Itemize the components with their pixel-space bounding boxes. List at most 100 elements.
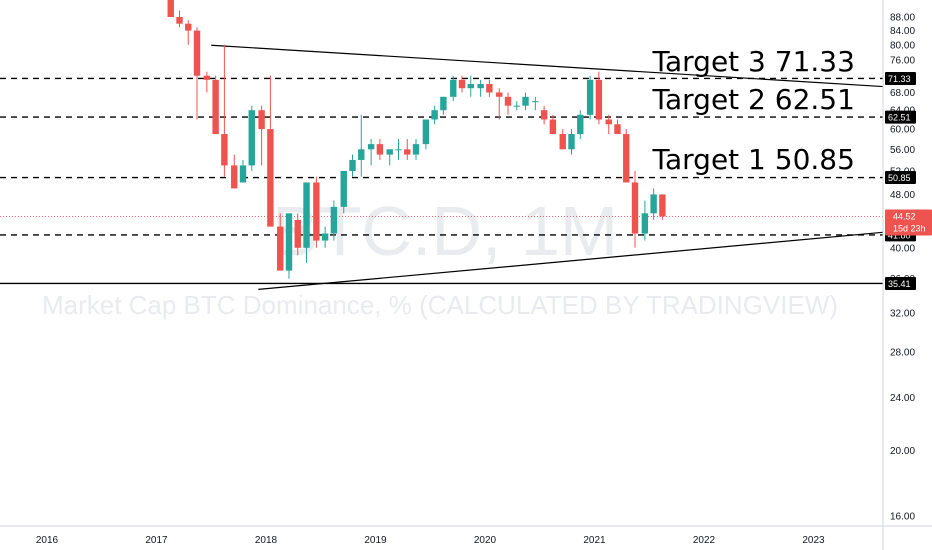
candle-body: [440, 96, 447, 111]
candle: [412, 139, 420, 160]
candle-body: [605, 119, 612, 125]
level-price-badge: 35.41: [885, 276, 916, 290]
candle-body: [659, 194, 666, 217]
candle: [440, 96, 447, 115]
level-badge-bg: [885, 71, 916, 85]
trendline-lower: [258, 231, 884, 290]
candle: [568, 129, 575, 155]
level-badge-bg: [885, 110, 916, 124]
last-price-badge-bg: [885, 209, 932, 236]
candle: [614, 119, 621, 135]
candle: [221, 44, 228, 177]
candle-body: [313, 182, 320, 241]
level-badge-text: 71.33: [888, 74, 911, 84]
candle: [349, 154, 356, 177]
candles: [167, 0, 666, 279]
horizontal-levels: [0, 77, 883, 285]
candle-body: [522, 96, 529, 106]
level-price-badge: 62.51: [885, 110, 916, 124]
candle-body: [185, 23, 192, 31]
level-badge-bg: [885, 276, 916, 290]
candle: [404, 139, 411, 160]
y-tick-label: 48.00: [890, 190, 915, 201]
candle-body: [277, 226, 284, 271]
candle-body: [285, 213, 293, 271]
candle-body: [458, 79, 466, 89]
candle-body: [568, 134, 575, 150]
target-annotations: Target 3 71.33 Target 2 62.51 Target 1 50.…: [652, 45, 855, 176]
y-tick-label: 60.00: [890, 125, 915, 136]
candle: [605, 114, 612, 135]
candle: [313, 176, 320, 248]
candle: [641, 200, 649, 241]
candle: [540, 105, 548, 125]
y-tick-label: 16.00: [890, 512, 915, 523]
y-tick-label: 24.00: [890, 393, 915, 404]
candle-body: [248, 110, 255, 166]
target-label-1: Target 1 50.85: [652, 143, 855, 176]
trendlines: [211, 44, 884, 290]
level-badge-bg: [885, 171, 916, 185]
candle-body: [504, 96, 512, 106]
candle-body: [167, 0, 174, 17]
candle-body: [294, 219, 301, 248]
candle: [586, 75, 594, 120]
candle: [595, 71, 603, 125]
candle-body: [595, 79, 603, 120]
level-badge-text: 62.51: [888, 113, 911, 123]
candle: [631, 170, 639, 248]
y-tick-label: 84.00: [890, 26, 915, 37]
candle-body: [559, 134, 566, 150]
candle-body: [532, 101, 539, 103]
x-tick-label: 2019: [364, 535, 387, 546]
candle: [212, 75, 219, 135]
candle-body: [303, 182, 310, 248]
candle: [386, 149, 393, 166]
candle: [659, 194, 666, 220]
candle: [239, 159, 247, 183]
last-price-value: 44.52: [893, 211, 916, 221]
candle: [431, 105, 438, 125]
price-axis-background[interactable]: [883, 0, 932, 526]
candle-body: [513, 105, 520, 107]
candle-body: [176, 17, 183, 24]
candle-body: [258, 110, 265, 130]
target-label-2: Target 2 62.51: [652, 83, 855, 116]
y-tick-label: 80.00: [890, 40, 915, 51]
candle-body: [212, 79, 219, 135]
x-tick-label: 2021: [583, 535, 606, 546]
candle-body: [623, 134, 630, 183]
candle: [504, 92, 512, 115]
y-tick-label: 76.00: [890, 55, 915, 66]
time-axis-ticks[interactable]: 2016 2017 2018 2019 2020 2021 2022 2023: [36, 535, 825, 546]
candle: [340, 170, 347, 214]
x-tick-label: 2016: [36, 535, 59, 546]
candle: [231, 154, 238, 189]
candle: [176, 10, 183, 28]
candle-body: [231, 165, 238, 189]
target-label-3: Target 3 71.33: [652, 45, 855, 78]
y-tick-label: 56.00: [890, 145, 915, 156]
candle-body: [221, 134, 228, 166]
candle-body: [650, 194, 657, 214]
candle-body: [193, 30, 201, 76]
candle-body: [349, 159, 356, 171]
candle: [358, 114, 365, 177]
y-tick-label: 28.00: [890, 348, 915, 359]
candle: [623, 129, 630, 183]
candle-body: [614, 124, 621, 135]
candle: [167, 0, 174, 17]
candle: [650, 188, 657, 220]
level-badge-text: 50.85: [888, 173, 911, 183]
level-badge-text: 35.41: [888, 279, 911, 289]
candle-body: [540, 110, 548, 120]
candle-body: [330, 206, 338, 234]
x-tick-label: 2017: [145, 535, 168, 546]
candle: [367, 139, 375, 166]
y-tick-label: 68.00: [890, 88, 915, 99]
watermark: BTC.D, 1M Market Cap BTC Dominance, % (C…: [42, 192, 838, 320]
x-tick-label: 2023: [802, 535, 825, 546]
watermark-symbol: BTC.D, 1M: [272, 192, 618, 270]
